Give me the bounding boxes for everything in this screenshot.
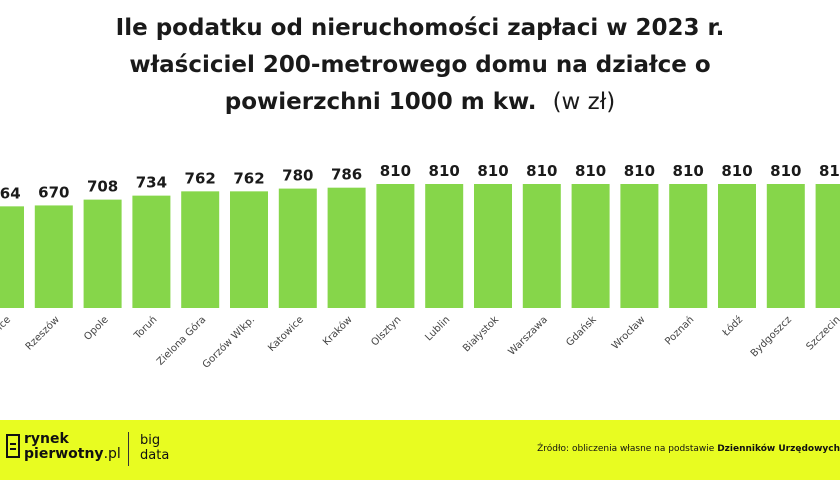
category-label-9: Lublin bbox=[423, 314, 452, 343]
category-label-12: Gdańsk bbox=[564, 313, 599, 348]
bar-14 bbox=[669, 184, 708, 308]
bar-chart: 664 Kielce 670 Rzeszów 708 Opole 734 Toruń 762 Zi… bbox=[0, 162, 840, 371]
bar-value-label-17: 810 bbox=[819, 162, 840, 180]
category-label-14: Poznań bbox=[662, 314, 696, 348]
bar-value-label-0: 664 bbox=[0, 184, 21, 202]
bar-9 bbox=[425, 184, 464, 308]
bar-1 bbox=[34, 205, 73, 308]
category-label-17: Szczecin bbox=[804, 314, 840, 352]
bar-15 bbox=[718, 184, 756, 308]
category-label-0: Kielce bbox=[0, 314, 13, 343]
bar-16 bbox=[766, 184, 805, 308]
brand-line-1: rynek bbox=[24, 431, 69, 447]
category-label-10: Białystok bbox=[461, 314, 501, 354]
brand-line-2: pierwotny.pl bbox=[24, 447, 121, 462]
bar-value-label-6: 780 bbox=[282, 167, 313, 185]
brand-line-2-main: pierwotny bbox=[24, 446, 104, 462]
partner-line-2: data bbox=[140, 448, 170, 463]
bar-2 bbox=[83, 199, 122, 308]
bar-value-label-11: 810 bbox=[526, 162, 557, 180]
bar-17 bbox=[815, 184, 840, 308]
partner-line-1: big bbox=[140, 433, 161, 448]
category-label-5: Gorzów Wlkp. bbox=[200, 314, 257, 371]
bar-6 bbox=[278, 188, 317, 308]
bar-3 bbox=[132, 195, 171, 308]
category-label-1: Rzeszów bbox=[23, 314, 62, 353]
bar-value-label-8: 810 bbox=[380, 162, 411, 180]
bar-4 bbox=[181, 191, 220, 308]
bar-value-label-16: 810 bbox=[770, 162, 801, 180]
bar-value-label-10: 810 bbox=[477, 162, 508, 180]
category-label-2: Opole bbox=[82, 314, 110, 342]
bar-value-label-12: 810 bbox=[575, 162, 606, 180]
source-bold: Dzienników Urzędowych bbox=[717, 444, 840, 454]
bar-value-label-3: 734 bbox=[136, 174, 167, 192]
bar-10 bbox=[474, 184, 512, 308]
bar-12 bbox=[571, 184, 610, 308]
title-line-3-text: powierzchni 1000 m kw. bbox=[224, 89, 537, 115]
big-data-logo: big data bbox=[140, 433, 169, 463]
brand-mark-icon bbox=[6, 434, 20, 458]
bar-value-label-2: 708 bbox=[87, 178, 118, 196]
category-label-7: Kraków bbox=[320, 314, 354, 348]
bar-value-label-15: 810 bbox=[721, 162, 752, 180]
brand-suffix: .pl bbox=[103, 446, 121, 462]
category-label-6: Katowice bbox=[266, 314, 306, 354]
source-note: Źródło: obliczenia własne na podstawie D… bbox=[537, 444, 840, 454]
category-label-13: Wrocław bbox=[610, 314, 648, 352]
bar-8 bbox=[376, 184, 415, 308]
bar-value-label-1: 670 bbox=[38, 183, 69, 201]
category-label-15: Łódź bbox=[719, 314, 745, 340]
category-label-4: Zielona Góra bbox=[154, 314, 208, 368]
bar-11 bbox=[522, 184, 561, 308]
bar-value-label-13: 810 bbox=[624, 162, 655, 180]
logo-divider bbox=[128, 432, 129, 466]
brand-wordmark: rynek pierwotny.pl bbox=[24, 432, 121, 462]
bar-value-label-7: 786 bbox=[331, 166, 362, 184]
title-unit: (w zł) bbox=[552, 89, 616, 115]
bar-5 bbox=[230, 191, 268, 308]
title-line-1: Ile podatku od nieruchomości zapłaci w 2… bbox=[115, 15, 725, 41]
bar-7 bbox=[327, 187, 366, 308]
rynek-pierwotny-logo[interactable]: rynek pierwotny.pl big data bbox=[6, 426, 186, 472]
bar-0 bbox=[0, 206, 24, 308]
bar-value-label-14: 810 bbox=[673, 162, 704, 180]
category-label-8: Olsztyn bbox=[369, 314, 403, 348]
title-line-2: właściciel 200-metrowego domu na działce… bbox=[129, 52, 711, 78]
chart-title: Ile podatku od nieruchomości zapłaci w 2… bbox=[0, 10, 840, 121]
category-label-3: Toruń bbox=[131, 314, 160, 343]
bar-value-label-4: 762 bbox=[185, 169, 216, 187]
title-line-3: powierzchni 1000 m kw. (w zł) bbox=[0, 84, 840, 121]
bar-13 bbox=[620, 184, 659, 308]
category-label-16: Bydgoszcz bbox=[749, 314, 794, 359]
bar-value-label-5: 762 bbox=[233, 169, 264, 187]
footer-bar: rynek pierwotny.pl big data Źródło: obli… bbox=[0, 420, 840, 480]
source-prefix: Źródło: obliczenia własne na podstawie bbox=[537, 444, 718, 454]
bar-value-label-9: 810 bbox=[429, 162, 460, 180]
category-label-11: Warszawa bbox=[507, 314, 550, 357]
